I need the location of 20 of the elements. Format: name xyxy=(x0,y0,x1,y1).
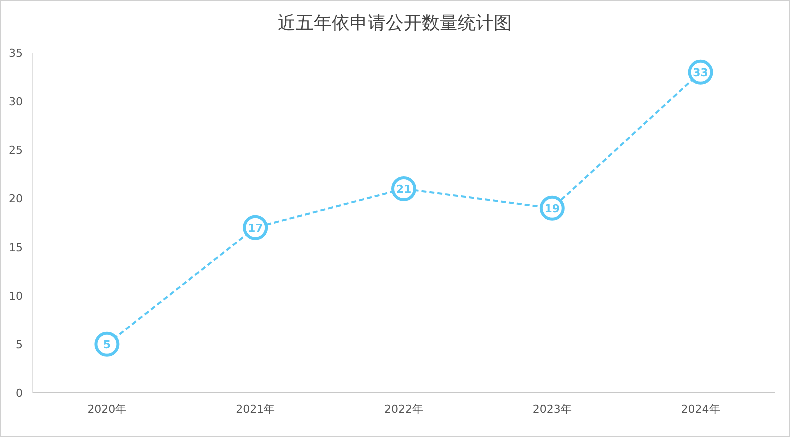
chart-title: 近五年依申请公开数量统计图 xyxy=(278,13,512,34)
y-tick-label: 35 xyxy=(9,47,23,60)
y-tick-label: 10 xyxy=(9,290,23,303)
y-tick-label: 25 xyxy=(9,144,23,158)
x-tick-label: 2024年 xyxy=(681,403,720,416)
y-tick-label: 5 xyxy=(16,338,23,352)
data-label: 17 xyxy=(248,222,264,235)
x-tick-label: 2022年 xyxy=(384,403,424,416)
x-tick-label: 2023年 xyxy=(532,403,572,416)
data-label: 19 xyxy=(544,202,560,216)
y-tick-label: 15 xyxy=(9,241,23,254)
y-tick-label: 30 xyxy=(9,96,23,109)
data-label: 33 xyxy=(693,66,708,80)
data-label: 5 xyxy=(103,338,112,352)
x-tick-label: 2021年 xyxy=(236,403,276,416)
y-tick-label: 0 xyxy=(16,387,23,400)
point xyxy=(94,332,120,357)
x-tick-label: 2020年 xyxy=(88,403,127,416)
y-tick-label: 20 xyxy=(9,192,23,206)
data-label: 21 xyxy=(396,183,412,196)
